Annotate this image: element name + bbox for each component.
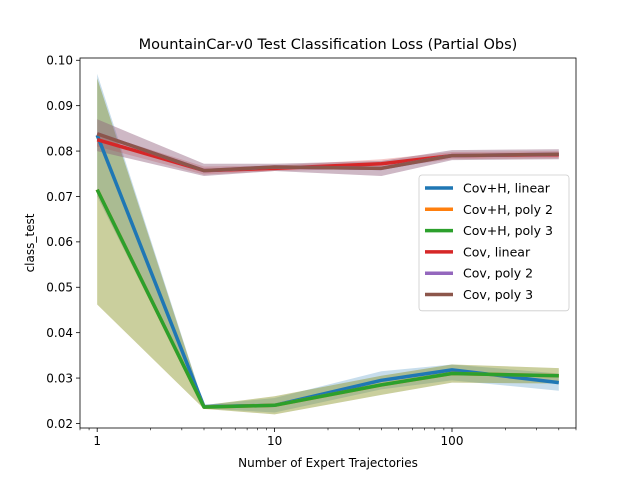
- y-tick-label: 0.04: [46, 326, 73, 340]
- y-tick-label: 0.02: [46, 417, 73, 431]
- y-tick-label: 0.07: [46, 190, 73, 204]
- line-cov-h-poly-3: [95, 188, 559, 409]
- x-axis-label: Number of Expert Trajectories: [238, 456, 418, 470]
- legend-label: Cov+H, linear: [463, 181, 551, 196]
- y-axis-label: class_test: [23, 213, 37, 272]
- y-tick-label: 0.05: [46, 281, 73, 295]
- band-cov-poly-2: [97, 119, 559, 177]
- x-axis: 1 10 100: [79, 428, 577, 448]
- x-tick-label: 10: [267, 434, 282, 448]
- band-cov-h-poly-3: [97, 78, 559, 415]
- line-cov-h-linear: [95, 134, 560, 409]
- y-axis: 0.02 0.03 0.04 0.05 0.06 0.07 0.08 0.09 0.10: [46, 54, 80, 431]
- band-cov-h-poly-2: [97, 78, 559, 415]
- line-cov-poly-3: [96, 132, 559, 173]
- legend-label: Cov+H, poly 3: [463, 223, 553, 238]
- legend: Cov+H, linear Cov+H, poly 2 Cov+H, poly 3 C…: [418, 174, 570, 312]
- legend-label: Cov, poly 3: [463, 287, 533, 302]
- band-cov-poly-3: [97, 119, 559, 177]
- series-lines: [95, 132, 560, 409]
- legend-label: Cov+H, poly 2: [463, 202, 553, 217]
- x-tick-label: 100: [441, 434, 464, 448]
- legend-box: [418, 174, 570, 312]
- chart-title: MountainCar-v0 Test Classification Loss …: [139, 37, 518, 53]
- y-tick-label: 0.10: [46, 54, 73, 68]
- y-tick-label: 0.06: [46, 235, 73, 249]
- y-tick-label: 0.08: [46, 144, 73, 158]
- legend-label: Cov, poly 2: [463, 266, 533, 281]
- x-tick-label: 1: [93, 434, 101, 448]
- y-tick-label: 0.03: [46, 371, 73, 385]
- y-tick-label: 0.09: [46, 99, 73, 113]
- legend-label: Cov, linear: [463, 244, 531, 259]
